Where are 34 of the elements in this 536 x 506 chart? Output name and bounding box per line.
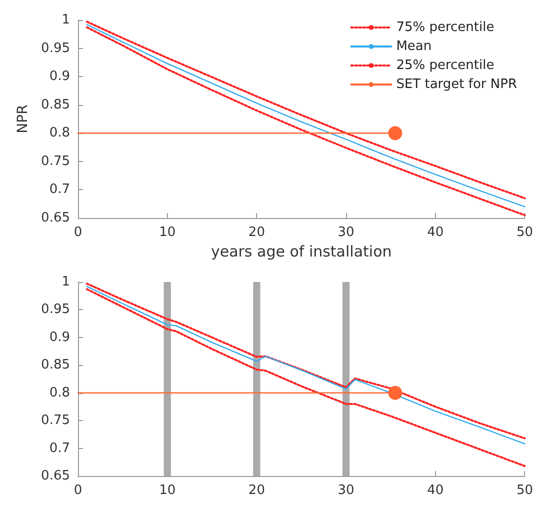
x-tick-label: 10 bbox=[159, 483, 176, 498]
y-tick-label: 0.7 bbox=[49, 440, 70, 456]
x-tick-label: 30 bbox=[338, 483, 354, 498]
x-tick-label: 20 bbox=[248, 483, 265, 498]
x-tick-label: 50 bbox=[516, 483, 533, 498]
y-tick-label: 0.9 bbox=[49, 69, 70, 84]
y-tick-label: 1 bbox=[62, 12, 70, 28]
y-tick-label: 0.95 bbox=[41, 302, 70, 318]
x-tick-label: 50 bbox=[516, 225, 533, 240]
legend-label: Mean bbox=[396, 39, 432, 54]
x-tick-label: 10 bbox=[159, 225, 176, 240]
y-tick-label: 0.85 bbox=[41, 358, 70, 373]
x-tick-label: 40 bbox=[427, 483, 444, 498]
y-tick-label: 0.75 bbox=[41, 413, 70, 428]
x-tick-label: 0 bbox=[74, 483, 82, 498]
y-tick-label: 0.8 bbox=[49, 126, 70, 141]
y-tick-label: 0.95 bbox=[41, 40, 70, 56]
x-tick-label: 20 bbox=[248, 225, 265, 240]
y-tick-label: 0.9 bbox=[49, 330, 70, 345]
y-tick-label: 0.8 bbox=[49, 385, 70, 400]
legend-label: 25% percentile bbox=[396, 58, 494, 73]
legend-label: SET target for NPR bbox=[396, 77, 518, 92]
x-axis-title: years age of installation bbox=[210, 242, 392, 260]
y-axis-title: NPR bbox=[15, 104, 31, 134]
y-tick-label: 0.75 bbox=[41, 154, 70, 169]
x-tick-label: 40 bbox=[427, 225, 444, 240]
y-tick-label: 0.65 bbox=[41, 468, 70, 484]
y-tick-label: 0.85 bbox=[41, 97, 70, 112]
y-tick-label: 1 bbox=[62, 274, 70, 290]
legend-label: 75% percentile bbox=[396, 20, 494, 35]
x-tick-label: 30 bbox=[338, 225, 354, 240]
y-tick-label: 0.7 bbox=[49, 182, 70, 198]
x-tick-label: 0 bbox=[74, 225, 82, 240]
y-tick-label: 0.65 bbox=[41, 210, 70, 226]
